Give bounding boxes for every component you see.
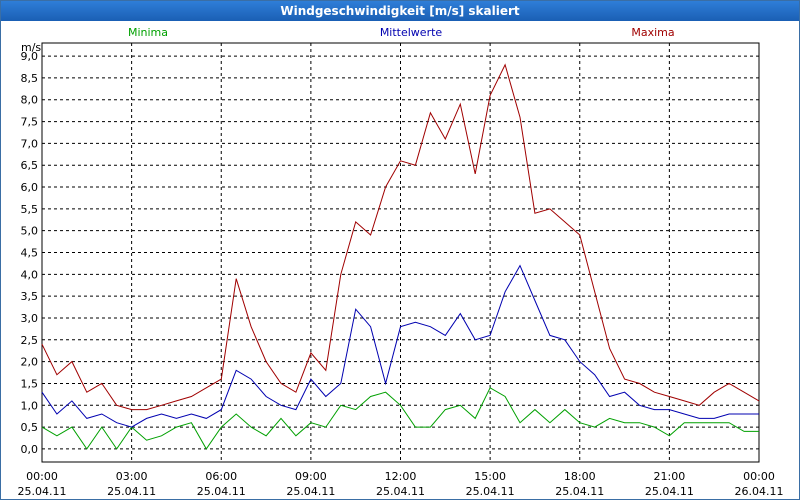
x-axis-ticks: 00:00 25.04.11 03:00 25.04.11 06:00 25.04.11 0… [18, 470, 784, 498]
y-tick-label: 6,5 [21, 159, 39, 172]
x-tick-date: 26.04.11 [735, 485, 784, 498]
x-tick-time: 21:00 [654, 470, 686, 483]
legend-entry-mittelwerte: Mittelwerte [380, 26, 443, 39]
y-tick-label: 2,5 [21, 334, 39, 347]
y-axis-ticks: 0,0 0,5 1,0 1,5 2,0 2,5 3,0 3,5 4,0 4,5 5,0 5,5 6,0 6… [21, 50, 39, 456]
x-tick-time: 15:00 [474, 470, 506, 483]
y-axis-label: m/s [21, 41, 41, 54]
series-line-minima [41, 387, 759, 450]
y-tick-label: 8,0 [21, 94, 39, 107]
y-tick-label: 0,5 [21, 421, 39, 434]
y-tick-label: 1,5 [21, 377, 39, 390]
x-tick-time: 06:00 [205, 470, 237, 483]
x-tick-time: 00:00 [743, 470, 775, 483]
y-tick-label: 1,0 [21, 399, 39, 412]
x-tick-date: 25.04.11 [107, 485, 156, 498]
x-tick-time: 03:00 [116, 470, 148, 483]
y-tick-label: 7,5 [21, 116, 39, 129]
y-tick-label: 5,5 [21, 203, 39, 216]
y-tick-label: 5,0 [21, 225, 39, 238]
x-tick-date: 25.04.11 [555, 485, 604, 498]
series-line-mittelwerte [41, 264, 759, 428]
y-tick-label: 4,0 [21, 268, 39, 281]
grid-lines [42, 43, 759, 462]
y-tick-label: 9,0 [21, 50, 39, 63]
legend-entry-minima: Minima [128, 26, 168, 39]
x-tick-date: 25.04.11 [376, 485, 425, 498]
x-tick-date: 25.04.11 [645, 485, 694, 498]
y-tick-label: 3,0 [21, 312, 39, 325]
y-tick-label: 0,0 [21, 443, 39, 456]
y-tick-label: 3,5 [21, 290, 39, 303]
x-tick-time: 00:00 [26, 470, 58, 483]
x-tick-date: 25.04.11 [197, 485, 246, 498]
legend-entry-maxima: Maxima [631, 26, 674, 39]
x-tick-date: 25.04.11 [286, 485, 335, 498]
window-title: Windgeschwindigkeit [m/s] skaliert [1, 1, 799, 21]
y-tick-label: 6,0 [21, 181, 39, 194]
y-tick-label: 8,5 [21, 72, 39, 85]
series-group [41, 63, 760, 450]
y-tick-label: 2,0 [21, 356, 39, 369]
y-tick-label: 7,0 [21, 137, 39, 150]
x-tick-time: 09:00 [295, 470, 327, 483]
plot-area [41, 42, 760, 463]
x-tick-date: 25.04.11 [466, 485, 515, 498]
y-tick-label: 4,5 [21, 247, 39, 260]
x-tick-time: 18:00 [564, 470, 596, 483]
x-tick-time: 12:00 [385, 470, 417, 483]
series-line-maxima [41, 63, 760, 411]
x-tick-date: 25.04.11 [18, 485, 67, 498]
legend: Minima Mittelwerte Maxima [128, 26, 675, 39]
